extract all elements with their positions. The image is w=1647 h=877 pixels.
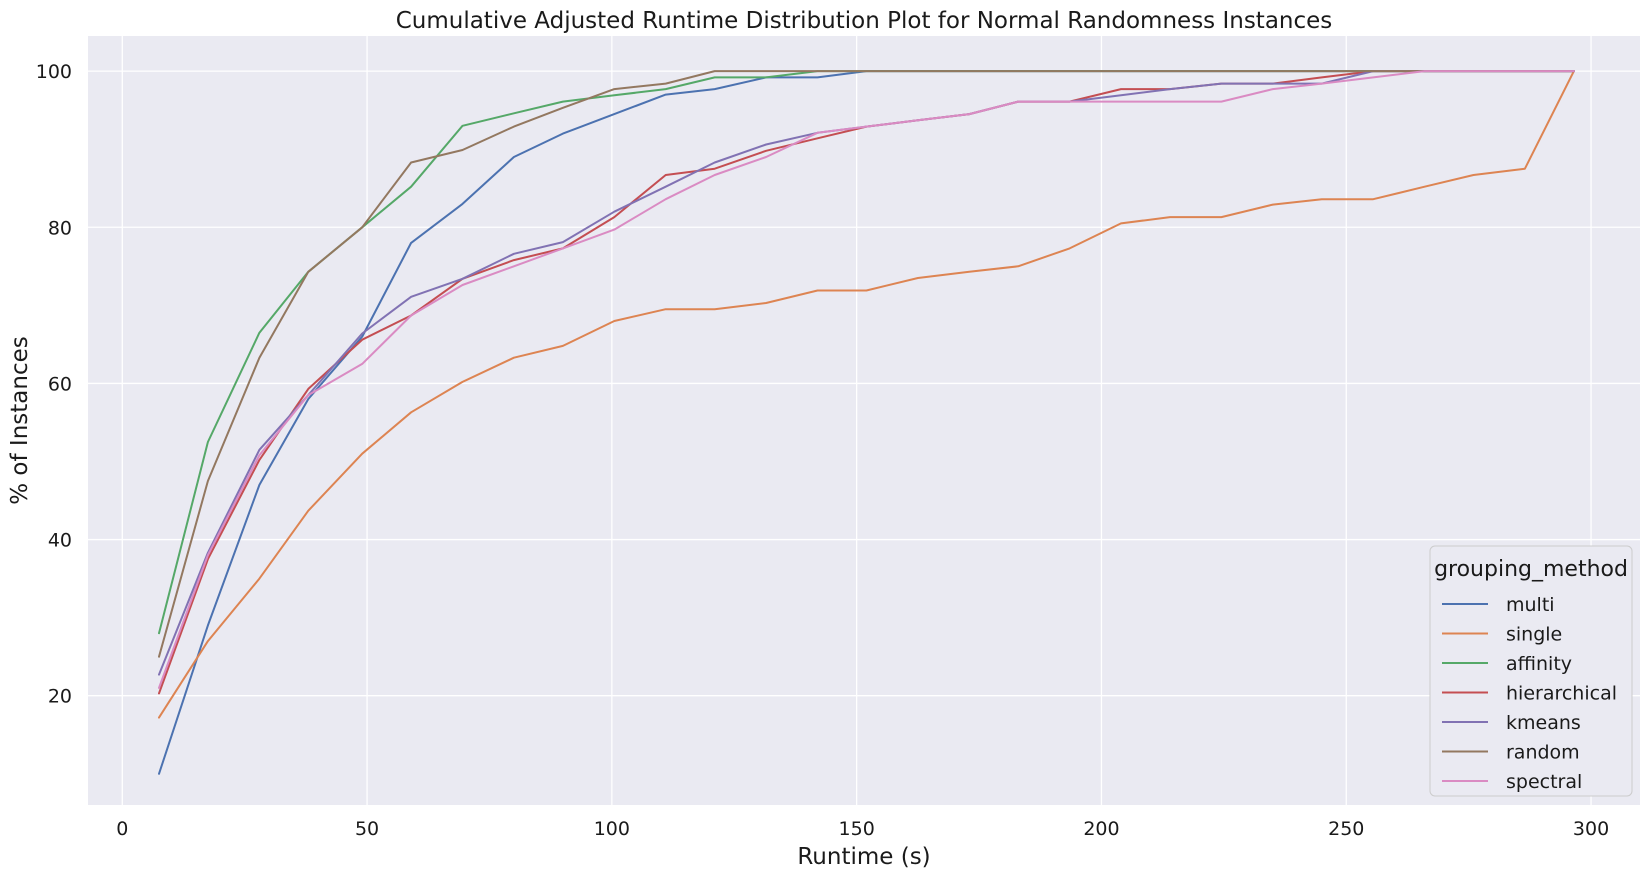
legend-box [1429,545,1633,797]
series-line-random [158,70,1575,658]
legend-label-hierarchical: hierarchical [1506,683,1617,705]
legend: grouping_method multi single affinity hiera… [1429,545,1633,797]
plot-area [88,36,1640,805]
x-tick-label: 50 [355,818,379,840]
legend-label-single: single [1506,624,1562,646]
legend-label-random: random [1506,742,1580,764]
y-tick-label: 20 [48,686,72,708]
legend-title: grouping_method [1434,557,1628,582]
x-tick-labels: 0 50 100 150 200 250 300 [116,818,1609,840]
x-tick-label: 200 [1083,818,1119,840]
legend-label-multi: multi [1506,594,1555,616]
series-line-single [158,70,1575,719]
y-tick-labels: 20 40 60 80 100 [36,61,72,708]
legend-label-affinity: affinity [1506,653,1572,675]
legend-label-spectral: spectral [1506,771,1582,793]
y-tick-label: 40 [48,530,72,552]
y-tick-label: 80 [48,217,72,239]
x-axis-label: Runtime (s) [797,844,930,870]
legend-label-kmeans: kmeans [1506,712,1581,734]
x-tick-label: 0 [116,818,128,840]
x-tick-label: 250 [1328,818,1364,840]
series-line-spectral [158,70,1575,689]
y-tick-label: 100 [36,61,72,83]
y-axis-label: % of Instances [7,336,33,504]
grid [88,36,1640,805]
chart-title: Cumulative Adjusted Runtime Distribution… [396,8,1333,34]
y-tick-label: 60 [48,373,72,395]
x-tick-label: 150 [839,818,875,840]
x-tick-label: 300 [1573,818,1609,840]
x-tick-label: 100 [594,818,630,840]
series-lines [158,70,1575,775]
